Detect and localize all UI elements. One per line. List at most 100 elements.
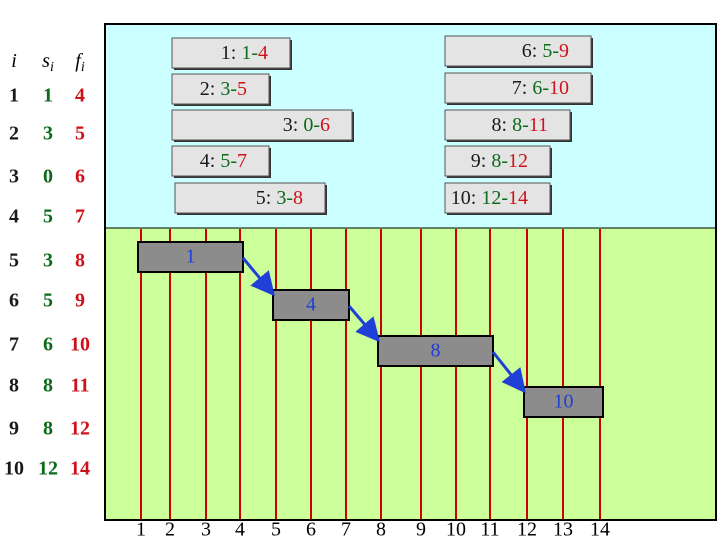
table-cell: 6 bbox=[75, 166, 85, 188]
selected-box bbox=[272, 289, 350, 321]
table-cell: 12 bbox=[38, 458, 58, 480]
activity-part: 8 bbox=[293, 187, 303, 209]
time-label: 6 bbox=[306, 519, 316, 540]
table-cell: 14 bbox=[70, 458, 90, 480]
time-label: 3 bbox=[201, 519, 211, 540]
activity-part: 8: bbox=[492, 114, 513, 136]
header-subscript: i bbox=[81, 60, 85, 75]
activity-part: 1- bbox=[241, 42, 258, 64]
activity-part: 6: bbox=[522, 40, 543, 62]
table-cell: 6 bbox=[9, 290, 19, 312]
arrow bbox=[347, 305, 380, 343]
activity-part: 11 bbox=[529, 114, 548, 136]
table-cell: 12 bbox=[70, 418, 90, 440]
activity-part: 9 bbox=[559, 40, 569, 62]
table-cell: 1 bbox=[9, 85, 19, 107]
activity-part: 5- bbox=[542, 40, 559, 62]
activity-part: 8- bbox=[491, 150, 508, 172]
activity-part: 2: bbox=[200, 78, 221, 100]
activity-label: 5: 3-8 bbox=[256, 187, 303, 209]
table-cell: 11 bbox=[71, 375, 90, 397]
activity-part: 5- bbox=[220, 150, 237, 172]
activity-part: 6 bbox=[320, 114, 330, 136]
time-label: 9 bbox=[416, 519, 426, 540]
activity-box bbox=[171, 145, 270, 177]
table-cell: 8 bbox=[43, 375, 53, 397]
table-cell: 5 bbox=[43, 206, 53, 228]
activity-box bbox=[444, 35, 592, 67]
activity-label: 1: 1-4 bbox=[221, 42, 268, 64]
activity-label: 9: 8-12 bbox=[471, 150, 528, 172]
table-cell: 10 bbox=[4, 458, 24, 480]
table-cell: 6 bbox=[43, 334, 53, 356]
table-cell: 10 bbox=[70, 334, 90, 356]
header-subscript: i bbox=[50, 60, 54, 75]
activity-box bbox=[171, 73, 270, 105]
activity-label: 7: 6-10 bbox=[512, 77, 569, 99]
arrow bbox=[241, 257, 275, 297]
table-cell: 9 bbox=[9, 418, 19, 440]
table-cell: 3 bbox=[43, 123, 53, 145]
activity-part: 4: bbox=[200, 150, 221, 172]
header-symbol: f bbox=[75, 50, 83, 72]
time-label: 2 bbox=[165, 519, 175, 540]
time-label: 11 bbox=[480, 519, 499, 540]
activity-box bbox=[174, 182, 326, 214]
activity-part: 1: bbox=[221, 42, 242, 64]
activity-label: 2: 3-5 bbox=[200, 78, 247, 100]
header-symbol: s bbox=[42, 50, 50, 72]
table-cell: 5 bbox=[9, 250, 19, 272]
selected-label: 1 bbox=[186, 246, 196, 268]
activity-part: 5 bbox=[237, 78, 247, 100]
activity-label: 4: 5-7 bbox=[200, 150, 247, 172]
time-label: 12 bbox=[517, 519, 537, 540]
activity-box bbox=[444, 109, 571, 141]
time-label: 5 bbox=[271, 519, 281, 540]
time-label: 14 bbox=[590, 519, 610, 540]
activity-part: 8- bbox=[512, 114, 529, 136]
activity-part: 3- bbox=[220, 78, 237, 100]
activity-part: 12- bbox=[481, 187, 508, 209]
activity-part: 0- bbox=[303, 114, 320, 136]
activity-part: 9: bbox=[471, 150, 492, 172]
time-label: 10 bbox=[446, 519, 466, 540]
activity-label: 8: 8-11 bbox=[492, 114, 549, 136]
table-cell: 7 bbox=[75, 206, 85, 228]
time-label: 7 bbox=[341, 519, 351, 540]
table-cell: 4 bbox=[75, 85, 85, 107]
activity-part: 5: bbox=[256, 187, 277, 209]
table-cell: 7 bbox=[9, 334, 19, 356]
activity-box bbox=[171, 109, 353, 141]
table-cell: 4 bbox=[9, 206, 19, 228]
table-cell: 3 bbox=[43, 250, 53, 272]
time-label: 4 bbox=[235, 519, 245, 540]
table-header: i bbox=[11, 50, 17, 72]
activity-part: 12 bbox=[508, 150, 528, 172]
selected-label: 8 bbox=[431, 340, 441, 362]
activity-part: 3- bbox=[276, 187, 293, 209]
activity-part: 3: bbox=[283, 114, 304, 136]
selected-box bbox=[523, 386, 604, 418]
arrow bbox=[491, 351, 526, 394]
time-label: 1 bbox=[136, 519, 146, 540]
table-cell: 9 bbox=[75, 290, 85, 312]
activity-box bbox=[444, 145, 551, 177]
activity-box bbox=[444, 182, 551, 214]
activity-part: 7 bbox=[237, 150, 247, 172]
activity-label: 10: 12-14 bbox=[451, 187, 528, 209]
table-cell: 8 bbox=[9, 375, 19, 397]
activity-part: 10 bbox=[549, 77, 569, 99]
table-cell: 8 bbox=[43, 418, 53, 440]
activity-part: 6- bbox=[532, 77, 549, 99]
table-cell: 0 bbox=[43, 166, 53, 188]
table-cell: 3 bbox=[9, 166, 19, 188]
activity-part: 14 bbox=[508, 187, 528, 209]
selected-label: 10 bbox=[554, 391, 574, 413]
table-cell: 2 bbox=[9, 123, 19, 145]
table-cell: 1 bbox=[43, 85, 53, 107]
activity-box bbox=[444, 72, 592, 104]
selected-box bbox=[137, 241, 244, 273]
selected-label: 4 bbox=[306, 294, 316, 316]
table-header: fi bbox=[75, 50, 85, 76]
selected-box bbox=[377, 335, 494, 367]
